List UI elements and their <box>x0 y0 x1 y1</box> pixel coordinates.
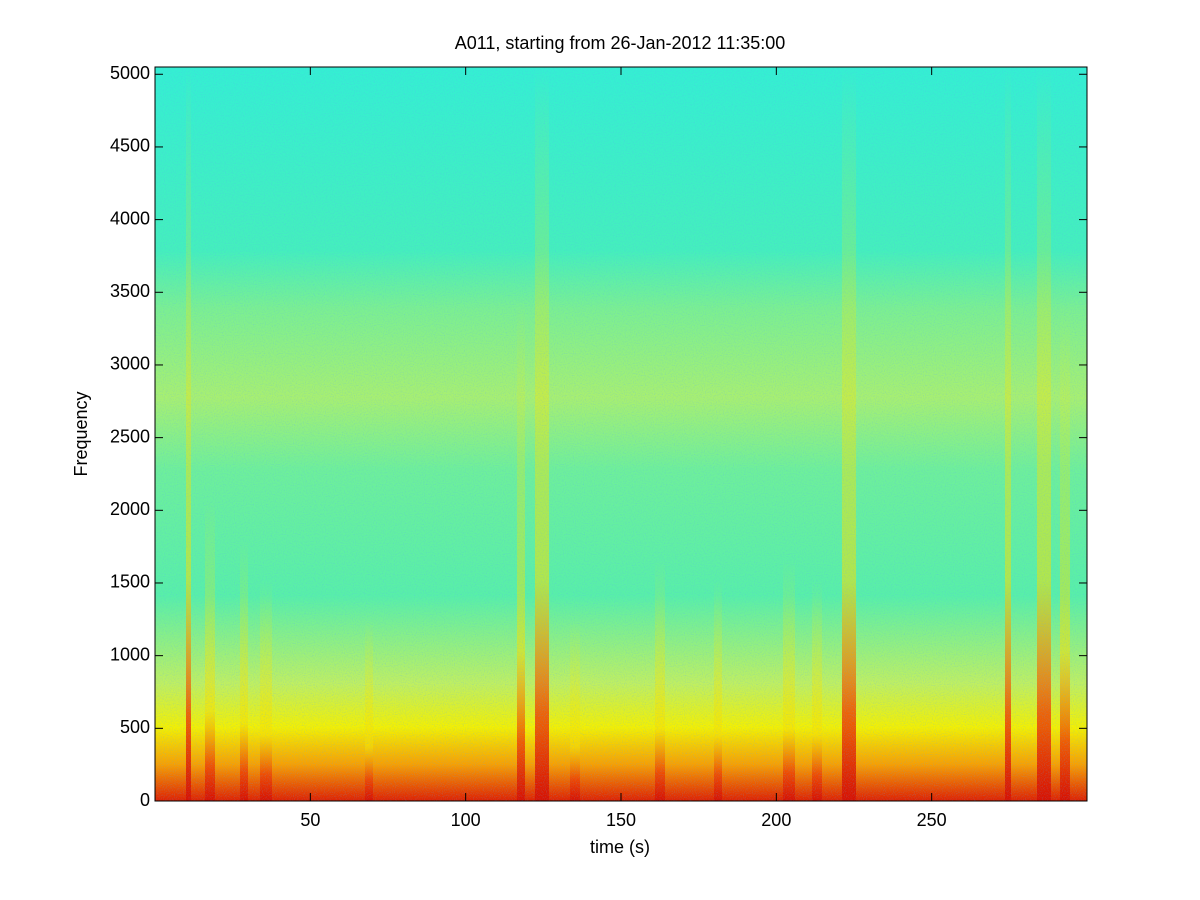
x-tick-label: 50 <box>300 810 320 830</box>
y-tick-label: 1000 <box>110 644 150 664</box>
y-tick-label: 500 <box>120 717 150 737</box>
spectrogram-image <box>155 67 1087 801</box>
x-tick-label: 250 <box>917 810 947 830</box>
y-tick-label: 2000 <box>110 499 150 519</box>
y-tick-label: 0 <box>140 790 150 810</box>
y-tick-label: 5000 <box>110 63 150 83</box>
x-axis-label: time (s) <box>590 837 650 857</box>
y-tick-label: 3000 <box>110 354 150 374</box>
y-tick-label: 3500 <box>110 281 150 301</box>
y-axis-label: Frequency <box>71 391 91 476</box>
x-tick-label: 200 <box>761 810 791 830</box>
y-tick-label: 1500 <box>110 572 150 592</box>
y-tick-label: 4000 <box>110 208 150 228</box>
x-tick-label: 150 <box>606 810 636 830</box>
chart-title: A011, starting from 26-Jan-2012 11:35:00 <box>455 33 786 53</box>
y-tick-label: 4500 <box>110 136 150 156</box>
x-tick-label: 100 <box>451 810 481 830</box>
y-tick-label: 2500 <box>110 426 150 446</box>
